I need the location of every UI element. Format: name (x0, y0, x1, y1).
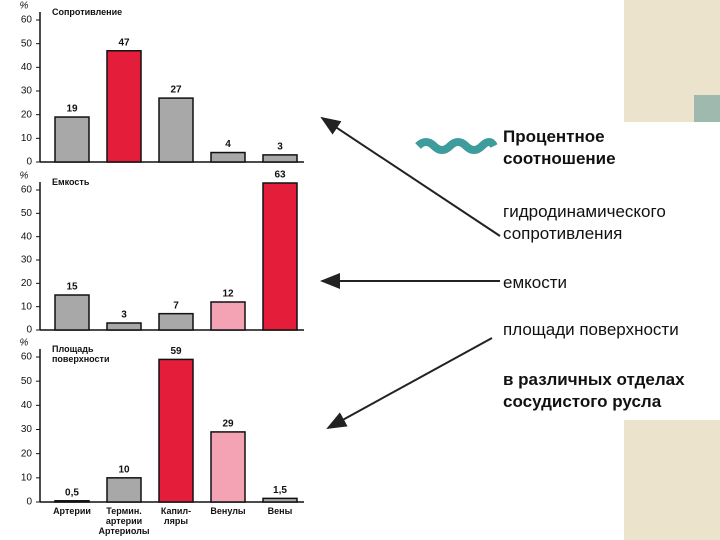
decor-panel (624, 420, 720, 540)
bar (54, 294, 90, 331)
bar (158, 312, 194, 331)
y-tick-label: 50 (21, 376, 33, 387)
decor-panel (694, 95, 720, 122)
chart-title: Площадь поверхности (52, 344, 110, 364)
chart-title: Сопротивление (52, 7, 123, 17)
chart-title: Емкость (52, 177, 90, 187)
y-tick-label: 20 (21, 278, 33, 289)
arrow (326, 337, 493, 429)
y-axis-label: % (20, 171, 29, 182)
y-tick-label: 20 (21, 448, 33, 459)
y-tick-label: 30 (21, 86, 33, 97)
bar (106, 50, 142, 163)
y-tick-label: 0 (26, 325, 32, 336)
bar (210, 151, 246, 163)
value-label: 10 (118, 464, 130, 475)
y-tick-label: 40 (21, 400, 33, 411)
y-tick-label: 50 (21, 208, 33, 219)
value-label: 0,5 (65, 487, 79, 498)
bar (210, 431, 246, 503)
y-tick-label: 10 (21, 133, 33, 144)
bar (54, 116, 90, 163)
item: гидродинамического сопротивления (503, 202, 666, 243)
value-label: 3 (277, 142, 283, 153)
item: емкости (503, 273, 568, 292)
value-label: 27 (170, 85, 182, 96)
decor-squiggle (415, 138, 498, 154)
value-label: 59 (170, 346, 182, 357)
bar (210, 301, 246, 331)
bar (262, 182, 298, 331)
arrow (320, 116, 501, 237)
value-label: 12 (222, 289, 234, 300)
bar (158, 97, 194, 163)
item: площади поверхности (503, 320, 679, 339)
y-tick-label: 0 (26, 497, 32, 508)
bar (106, 477, 142, 503)
value-label: 3 (121, 310, 127, 321)
y-tick-label: 50 (21, 38, 33, 49)
value-label: 1,5 (273, 485, 287, 496)
bar (106, 322, 142, 331)
y-tick-label: 40 (21, 62, 33, 73)
y-tick-label: 20 (21, 109, 33, 120)
value-label: 7 (173, 300, 179, 311)
x-tick-label: Вены (267, 506, 293, 516)
heading: Процентное соотношение (503, 127, 616, 168)
bar (262, 497, 298, 503)
value-label: 29 (222, 419, 234, 430)
x-tick-label: Венулы (210, 506, 246, 516)
footer: в различных отделах сосудистого русла (503, 370, 685, 411)
value-label: 19 (66, 104, 78, 115)
bar (262, 154, 298, 163)
value-label: 15 (66, 282, 78, 293)
bar (158, 358, 194, 503)
y-tick-label: 30 (21, 255, 33, 266)
y-axis-label: % (20, 1, 29, 12)
value-label: 63 (274, 170, 286, 181)
y-tick-label: 40 (21, 231, 33, 242)
y-tick-label: 60 (21, 352, 33, 363)
y-tick-label: 0 (26, 157, 32, 168)
y-axis-label: % (20, 338, 29, 349)
y-tick-label: 30 (21, 424, 33, 435)
y-tick-label: 60 (21, 15, 33, 26)
bar (54, 500, 90, 503)
x-tick-label: Капил- ляры (160, 506, 192, 526)
y-tick-label: 10 (21, 472, 33, 483)
y-tick-label: 10 (21, 301, 33, 312)
x-tick-label: Артерии (53, 506, 91, 516)
x-tick-label: Термин. артерии Артериолы (98, 506, 150, 536)
value-label: 47 (118, 37, 130, 48)
y-tick-label: 60 (21, 185, 33, 196)
value-label: 4 (225, 139, 231, 150)
